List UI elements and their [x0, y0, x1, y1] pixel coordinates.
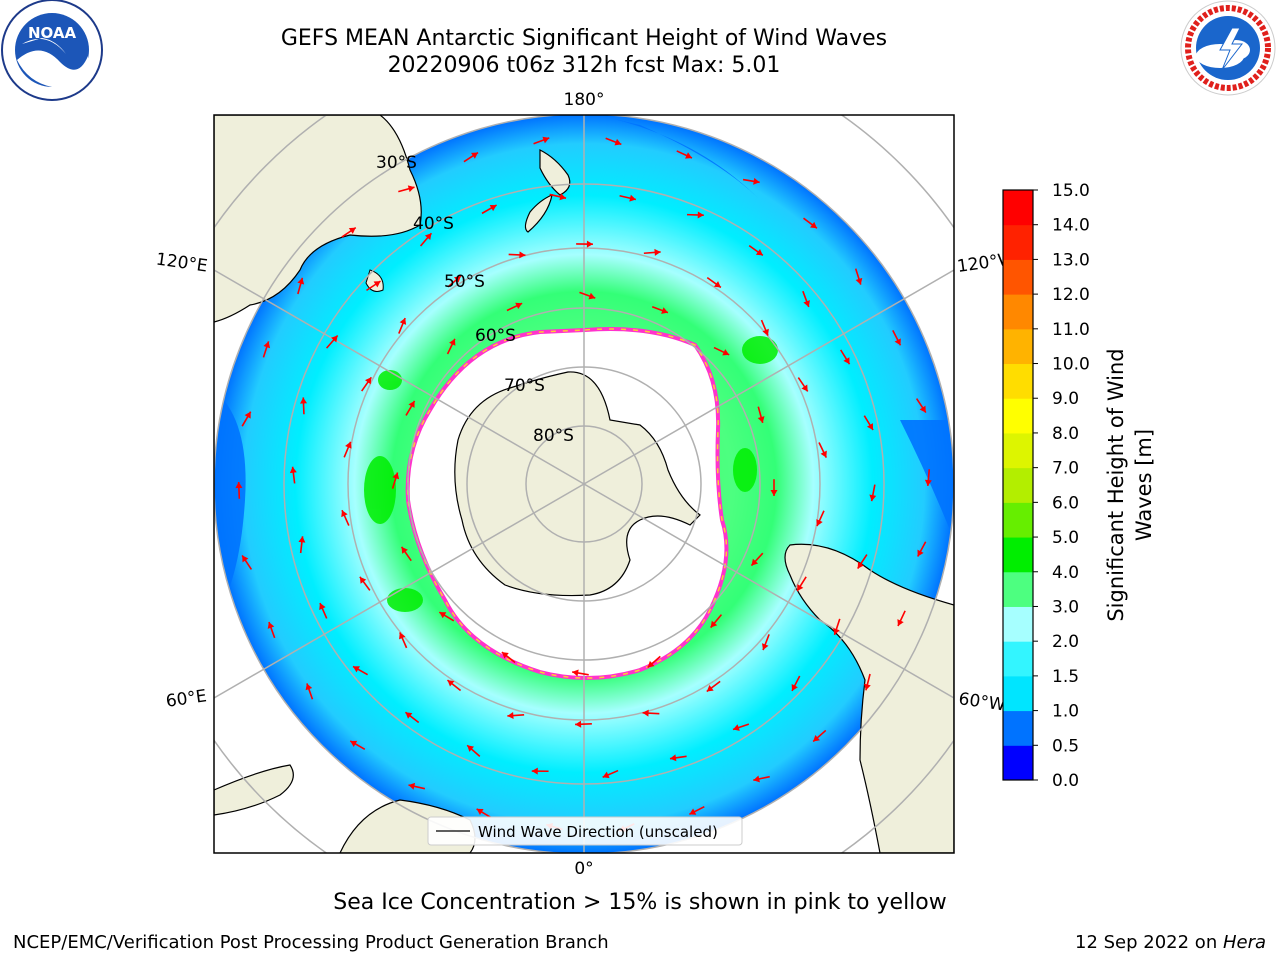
footer-date-text: 12 Sep 2022 on [1075, 932, 1223, 953]
colorbar-tick-label: 0.5 [1052, 736, 1079, 756]
map-title: GEFS MEAN Antarctic Significant Height o… [280, 26, 888, 51]
colorbar-tick-label: 15.0 [1052, 181, 1090, 201]
colorbar-tick-label: 10.0 [1052, 355, 1090, 375]
new-zealand-land [539, 149, 571, 196]
colorbar-segment [1003, 224, 1033, 260]
colorbar-segment [1003, 328, 1033, 365]
noaa-logo: NOAA [1, 0, 103, 101]
wind-wave-legend: Wind Wave Direction (unscaled) [427, 816, 743, 846]
colorbar-segment [1003, 259, 1033, 295]
colorbar-tick-label: 5.0 [1052, 528, 1079, 548]
antarctica-land [454, 371, 701, 597]
lon-label-0: 0° [574, 859, 593, 879]
colorbar-segment [1003, 467, 1033, 503]
colorbar-tick-label: 13.0 [1052, 250, 1090, 270]
colorbar-segment [1003, 710, 1033, 746]
map-frame [213, 114, 955, 854]
map-subtitle-forecast: 20220906 t06z 312h fcst Max: 5.01 [387, 53, 781, 78]
lon-label-60w: 60°W [957, 689, 1006, 715]
lon-label-180: 180° [564, 90, 605, 110]
colorbar-segment [1003, 294, 1033, 330]
lat-label-80s: 80°S [533, 426, 574, 446]
colorbar-label-line2: Waves [m] [1132, 429, 1156, 541]
colorbar-tick-label: 11.0 [1052, 320, 1090, 340]
meridian-lines [214, 115, 954, 853]
lon-label-60e: 60°E [165, 686, 208, 711]
colorbar-segment [1003, 363, 1033, 399]
latitude-labels: 30°S 40°S 50°S 60°S 70°S 80°S [376, 153, 574, 446]
footer-host: Hera [1222, 932, 1266, 953]
colorbar-segment [1003, 190, 1033, 226]
legend-label: Wind Wave Direction (unscaled) [478, 823, 718, 841]
colorbar-segment [1003, 398, 1033, 434]
colorbar-label-line1: Significant Height of Wind [1104, 348, 1128, 621]
colorbar-tick-label: 9.0 [1052, 389, 1079, 409]
lat-label-60s: 60°S [475, 326, 516, 346]
lat-label-50s: 50°S [444, 272, 485, 292]
colorbar-segment [1003, 571, 1033, 607]
lat-label-30s: 30°S [376, 153, 417, 173]
colorbar-segment [1003, 641, 1033, 677]
colorbar-tick-label: 8.0 [1052, 424, 1079, 444]
colorbar-tick-label: 3.0 [1052, 597, 1079, 617]
colorbar-tick-label: 14.0 [1052, 216, 1090, 236]
footer-branch: NCEP/EMC/Verification Post Processing Pr… [13, 932, 609, 953]
colorbar-tick-label: 0.0 [1052, 771, 1079, 791]
colorbar-tick-label: 7.0 [1052, 459, 1079, 479]
colorbar-tick-label: 2.0 [1052, 632, 1079, 652]
sea-ice-note: Sea Ice Concentration > 15% is shown in … [333, 890, 947, 915]
noaa-logo-text: NOAA [28, 24, 77, 42]
lon-label-120e: 120°E [155, 250, 209, 277]
colorbar-segment [1003, 675, 1033, 712]
lat-label-70s: 70°S [504, 376, 545, 396]
colorbar-segment [1003, 537, 1033, 573]
colorbar-segment [1003, 502, 1033, 538]
colorbar-tick-label: 4.0 [1052, 563, 1079, 583]
colorbar-tick-label: 12.0 [1052, 285, 1090, 305]
colorbar-segment [1003, 745, 1033, 781]
colorbar-ticks: 0.0 0.5 1.0 1.5 2.0 3.0 4.0 5.0 6.0 7.0 8.0 9.0 10.0… [1033, 181, 1090, 791]
south-america-land [784, 543, 954, 853]
colorbar [1002, 189, 1034, 781]
footer-date: 12 Sep 2022 on Hera [1075, 932, 1266, 953]
lat-label-40s: 40°S [413, 214, 454, 234]
colorbar-tick-label: 1.5 [1052, 667, 1079, 687]
nws-logo [1180, 0, 1276, 96]
colorbar-segment [1003, 432, 1033, 469]
colorbar-tick-label: 6.0 [1052, 493, 1079, 513]
colorbar-tick-label: 1.0 [1052, 702, 1079, 722]
colorbar-segment [1003, 606, 1033, 642]
